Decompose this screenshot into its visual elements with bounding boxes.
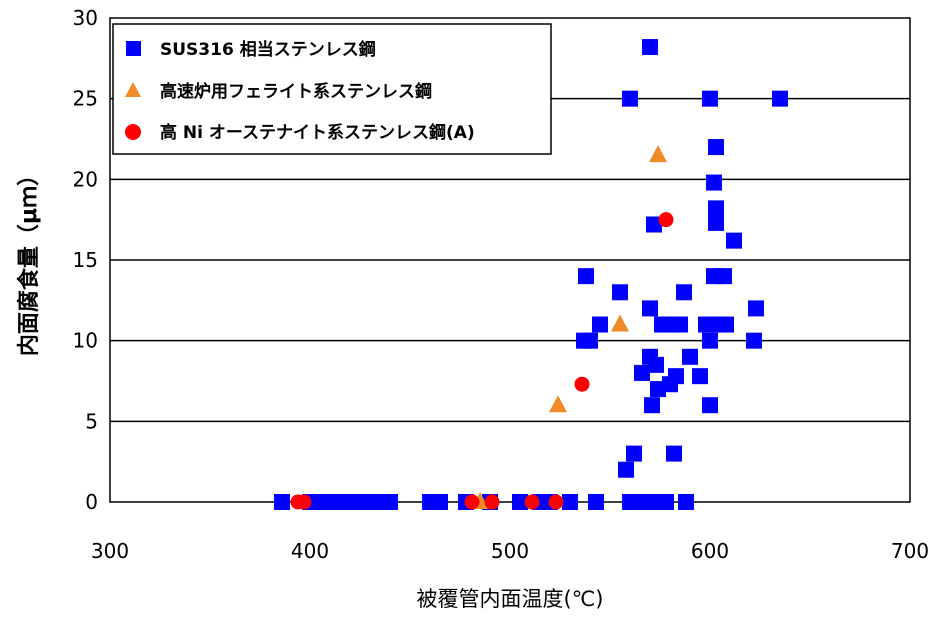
- y-tick-label: 20: [73, 167, 98, 191]
- x-tick-label: 700: [891, 539, 929, 563]
- data-point-square: [588, 494, 604, 510]
- data-point-square: [678, 494, 694, 510]
- data-point-square: [702, 332, 718, 349]
- data-point-square: [274, 494, 290, 510]
- data-point-square: [708, 139, 724, 156]
- data-point-square: [612, 284, 628, 301]
- x-tick-label: 600: [691, 539, 729, 563]
- x-tick-label: 300: [91, 539, 129, 563]
- data-point-circle: [524, 494, 540, 510]
- y-tick-label: 30: [73, 6, 98, 30]
- legend-label-sus316: SUS316 相当ステンレス鋼: [160, 39, 376, 60]
- legend-marker-high-ni: [125, 124, 141, 140]
- data-point-square: [702, 397, 718, 414]
- y-tick-labels: 0 5 10 15 20 25 30: [73, 6, 98, 514]
- data-point-triangle: [649, 145, 667, 163]
- data-point-square: [648, 356, 664, 373]
- legend-marker-sus316: [126, 41, 141, 56]
- data-point-square: [512, 494, 528, 510]
- data-point-square: [622, 90, 638, 107]
- data-point-square: [682, 348, 698, 365]
- y-tick-label: 10: [73, 329, 98, 353]
- data-point-square: [708, 200, 724, 217]
- x-axis-label: 被覆管内面温度(℃): [417, 587, 604, 611]
- data-point-circle: [484, 494, 500, 510]
- data-point-circle: [464, 494, 480, 510]
- data-point-square: [646, 216, 662, 233]
- data-point-square: [432, 494, 448, 510]
- data-point-square: [578, 268, 594, 285]
- data-point-square: [618, 461, 634, 478]
- data-point-square: [718, 316, 734, 333]
- x-tick-label: 500: [491, 539, 529, 563]
- data-point-triangle: [611, 314, 629, 332]
- legend: SUS316 相当ステンレス鋼 高速炉用フェライト系ステンレス鋼 高 Ni オー…: [112, 23, 552, 155]
- x-tick-label: 400: [291, 539, 329, 563]
- legend-label-ferritic: 高速炉用フェライト系ステンレス鋼: [160, 81, 432, 102]
- data-point-square: [592, 316, 608, 333]
- x-tick-labels: 300 400 500 600 700: [91, 539, 929, 563]
- data-point-square: [706, 174, 722, 191]
- data-point-square: [676, 284, 692, 301]
- data-point-square: [562, 494, 578, 510]
- data-point-square: [672, 316, 688, 333]
- legend-label-high-ni: 高 Ni オーステナイト系ステンレス鋼(A): [160, 122, 475, 143]
- y-axis-label: 内面腐食量（μｍ）: [16, 164, 42, 356]
- data-point-square: [642, 494, 658, 510]
- data-points: [274, 39, 788, 510]
- data-point-square: [642, 300, 658, 317]
- data-point-square: [382, 494, 398, 510]
- data-point-triangle: [549, 395, 567, 413]
- y-tick-label: 0: [85, 490, 98, 514]
- data-point-square: [702, 90, 718, 107]
- data-point-square: [692, 368, 708, 385]
- data-point-circle: [296, 494, 312, 510]
- data-point-square: [582, 332, 598, 349]
- data-point-square: [772, 90, 788, 107]
- data-point-square: [666, 445, 682, 462]
- legend-marker-ferritic: [125, 82, 141, 97]
- legend-box: [112, 23, 552, 155]
- data-point-square: [708, 214, 724, 231]
- data-point-square: [644, 397, 660, 414]
- data-point-circle: [658, 212, 674, 228]
- data-point-square: [634, 364, 650, 381]
- data-point-square: [748, 300, 764, 317]
- data-point-square: [716, 268, 732, 285]
- data-point-circle: [548, 494, 564, 510]
- y-tick-label: 15: [73, 248, 98, 272]
- y-tick-label: 25: [73, 87, 98, 111]
- data-point-square: [658, 494, 674, 510]
- data-point-square: [746, 332, 762, 349]
- data-point-square: [726, 232, 742, 249]
- y-tick-label: 5: [85, 409, 98, 433]
- data-point-circle: [574, 376, 590, 392]
- data-point-square: [668, 368, 684, 385]
- data-point-square: [626, 445, 642, 462]
- data-point-square: [642, 39, 658, 56]
